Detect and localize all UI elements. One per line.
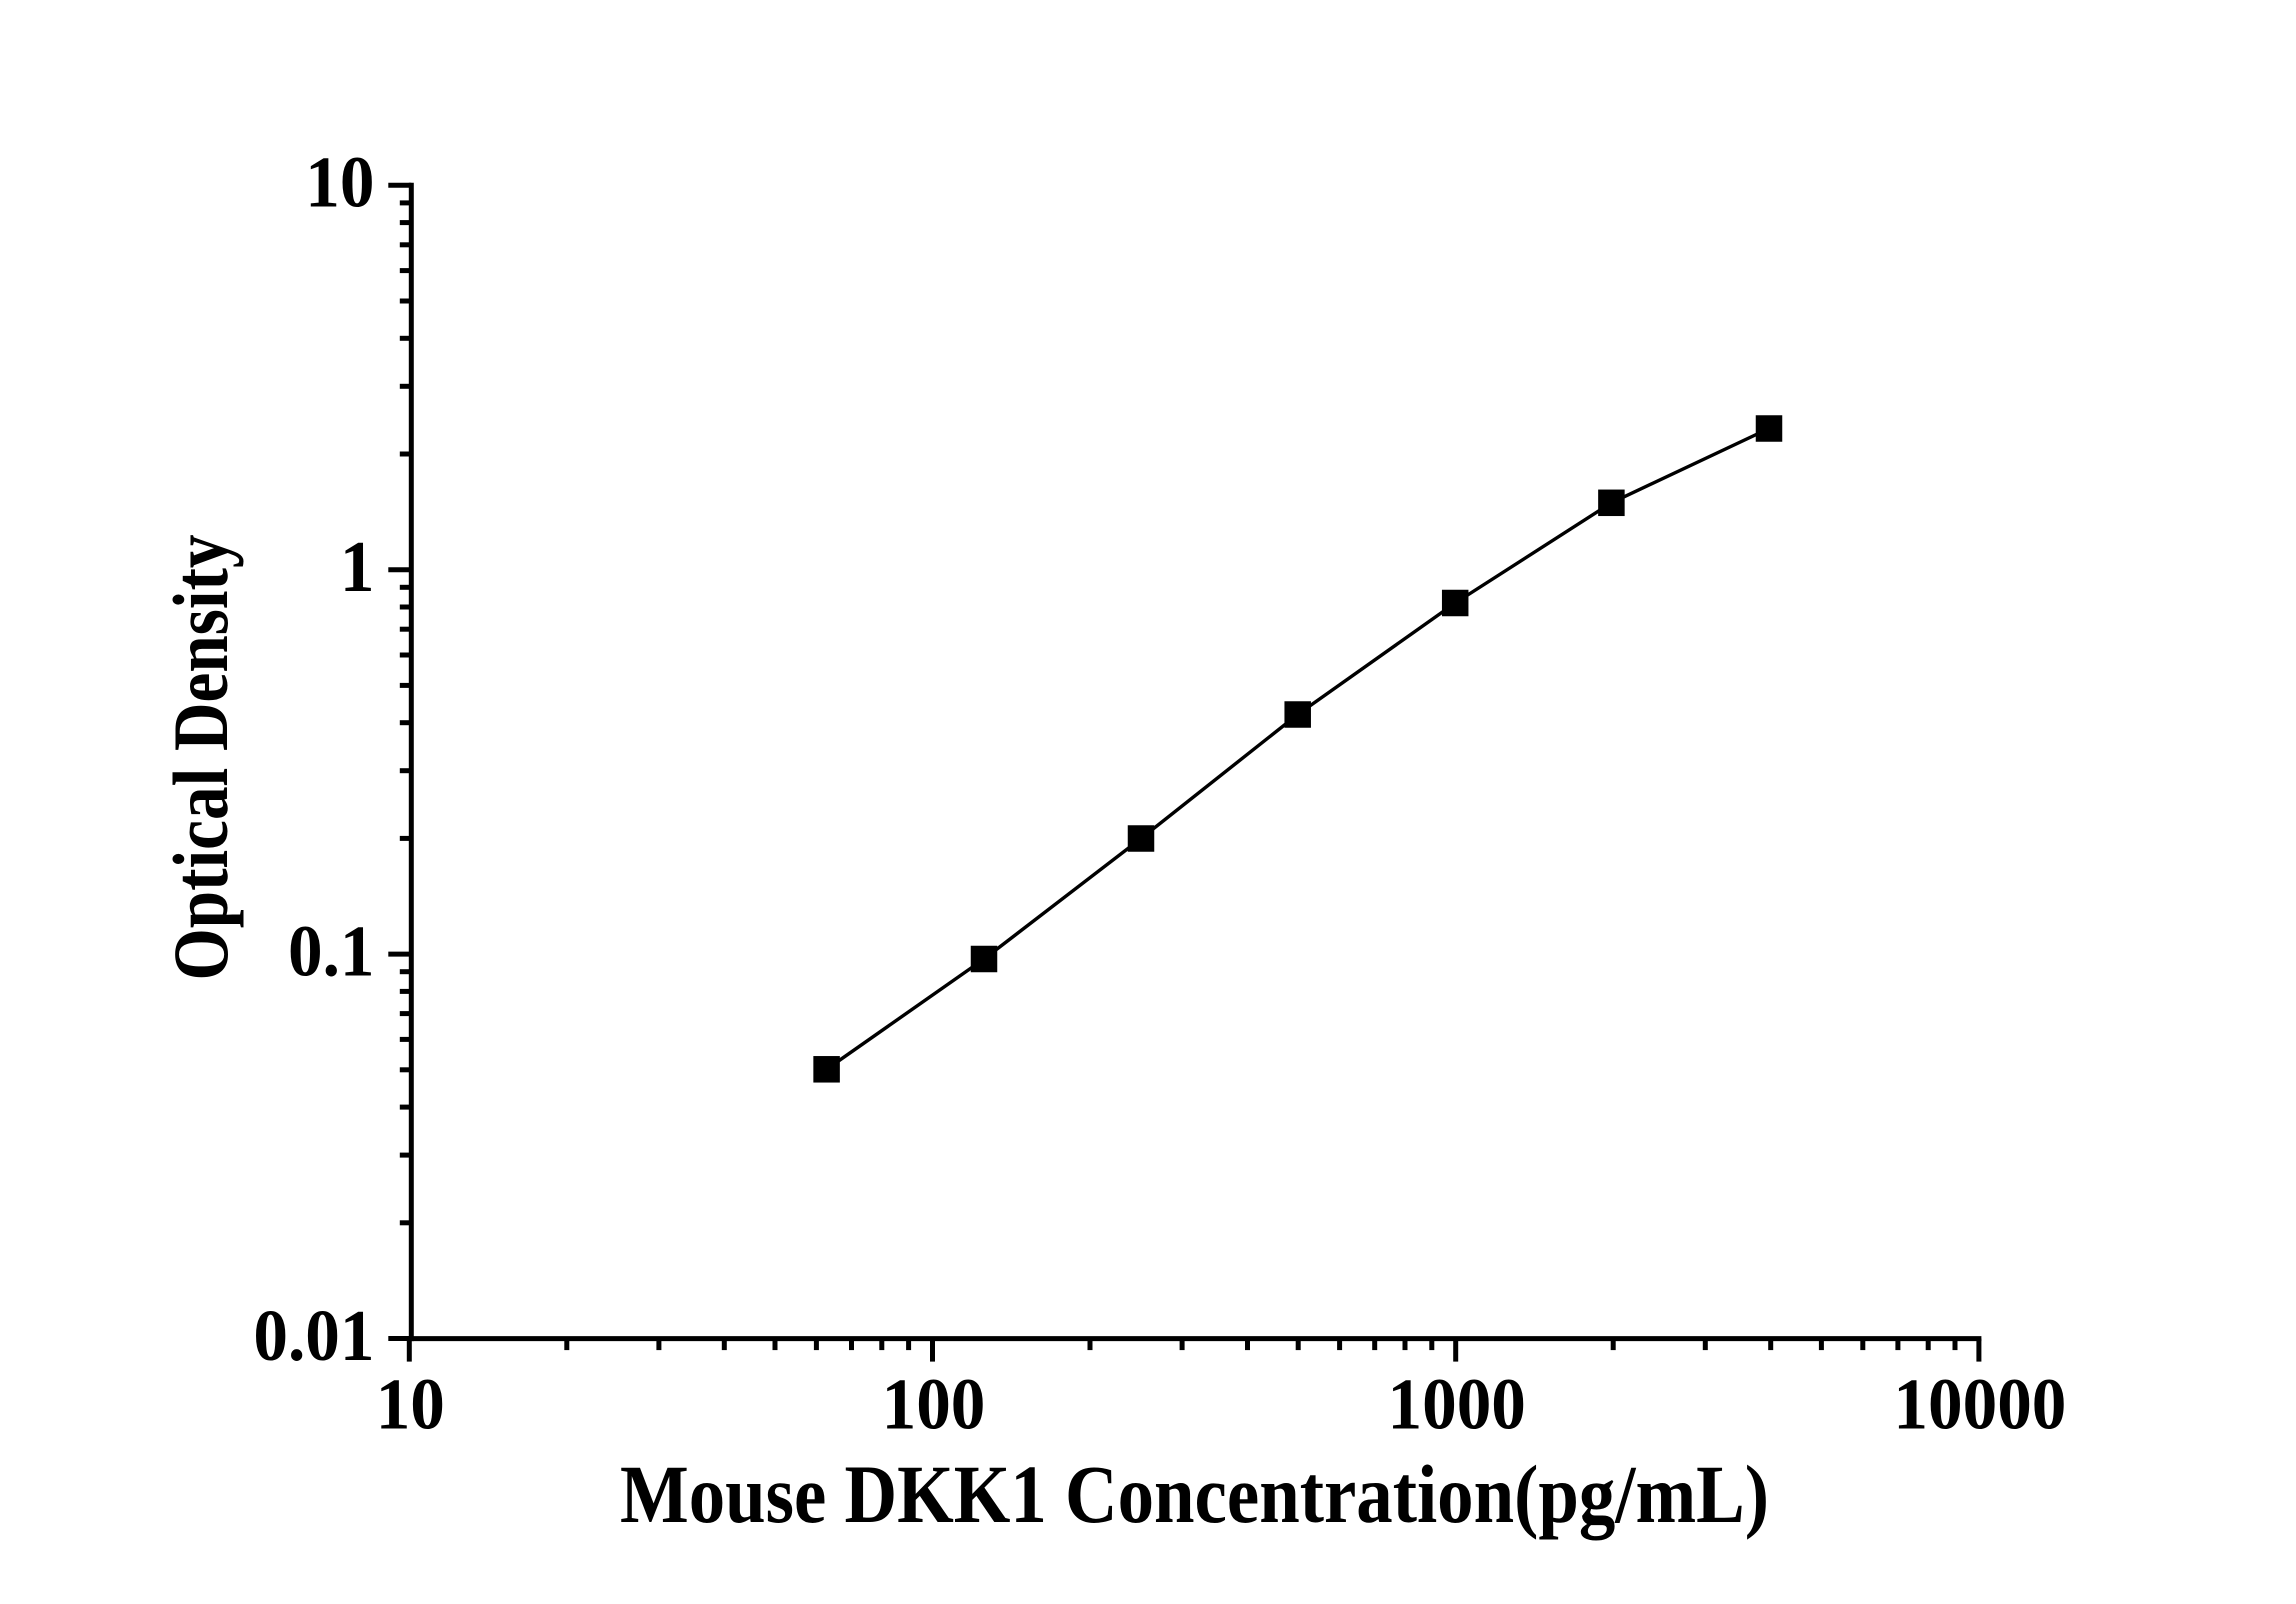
svg-text:10000: 10000 <box>1893 1364 2066 1445</box>
svg-text:10: 10 <box>305 142 374 223</box>
svg-text:0.1: 0.1 <box>288 911 375 992</box>
svg-text:100: 100 <box>882 1364 986 1445</box>
svg-text:Mouse DKK1 Concentration(pg/mL: Mouse DKK1 Concentration(pg/mL) <box>620 1448 1769 1540</box>
svg-text:1: 1 <box>340 526 375 607</box>
svg-text:10: 10 <box>376 1364 445 1445</box>
svg-text:0.01: 0.01 <box>253 1295 374 1376</box>
svg-text:1000: 1000 <box>1388 1364 1526 1445</box>
svg-text:Optical Density: Optical Density <box>157 535 244 981</box>
